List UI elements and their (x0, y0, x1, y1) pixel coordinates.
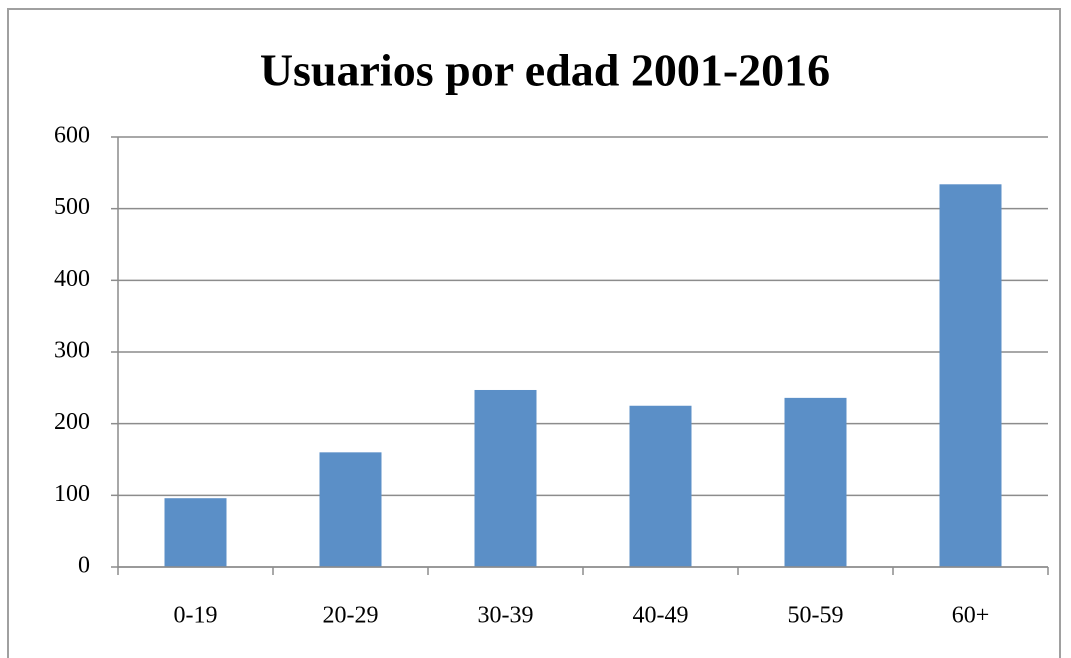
bar (939, 184, 1002, 568)
x-tick-label: 20-29 (323, 603, 379, 629)
y-tick-label: 0 (78, 553, 90, 579)
x-tick-label: 60+ (952, 603, 990, 629)
x-tick-label: 40-49 (633, 603, 689, 629)
y-tick-label: 500 (54, 194, 90, 220)
y-tick-label: 600 (54, 123, 90, 149)
bar (474, 389, 537, 567)
y-tick-label: 300 (54, 338, 90, 364)
x-tick-label: 50-59 (788, 603, 844, 629)
y-tick-label: 100 (54, 481, 90, 507)
bar (319, 452, 382, 567)
bar (164, 498, 227, 567)
bar (629, 405, 692, 567)
chart-frame (7, 8, 1061, 658)
y-tick-label: 400 (54, 266, 90, 292)
x-tick-label: 30-39 (478, 603, 534, 629)
chart-title: Usuarios por edad 2001-2016 (260, 45, 830, 96)
bar (784, 397, 847, 567)
y-tick-label: 200 (54, 409, 90, 435)
x-tick-label: 0-19 (174, 603, 218, 629)
